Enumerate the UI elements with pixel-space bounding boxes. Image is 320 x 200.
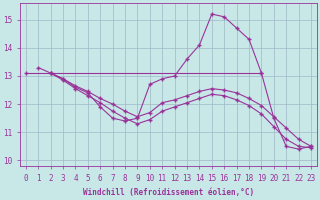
X-axis label: Windchill (Refroidissement éolien,°C): Windchill (Refroidissement éolien,°C)	[83, 188, 254, 197]
